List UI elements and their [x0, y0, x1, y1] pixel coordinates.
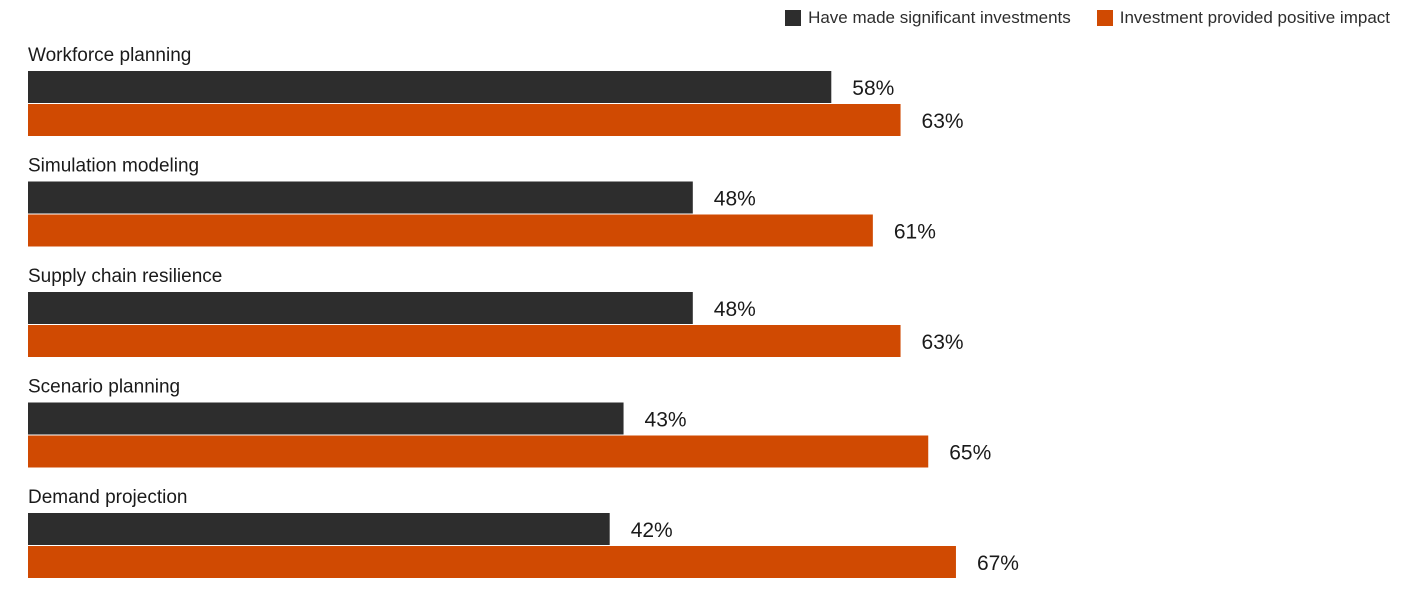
bar-workforce-planning-positive-impact	[28, 104, 901, 136]
category-label-scenario-planning: Scenario planning	[28, 377, 180, 398]
legend-item-positive-impact: Investment provided positive impact	[1096, 8, 1390, 28]
bar-scenario-planning-investments	[28, 402, 624, 435]
legend-swatch-investments	[785, 10, 802, 26]
category-label-simulation-modeling: Simulation modeling	[28, 156, 199, 177]
value-label-supply-chain-resilience-investments: 48%	[714, 298, 756, 321]
category-label-supply-chain-resilience: Supply chain resilience	[28, 266, 222, 287]
legend: Have made significant investments Invest…	[785, 8, 1390, 28]
bar-scenario-planning-positive-impact	[28, 435, 929, 468]
legend-label-positive-impact: Investment provided positive impact	[1119, 8, 1390, 27]
value-label-scenario-planning-positive-impact: 65%	[949, 442, 991, 465]
category-label-demand-projection: Demand projection	[28, 487, 187, 508]
bar-supply-chain-resilience-positive-impact	[28, 325, 901, 357]
value-label-scenario-planning-investments: 43%	[645, 409, 687, 432]
bar-simulation-modeling-investments	[28, 181, 693, 214]
value-label-workforce-planning-positive-impact: 63%	[922, 110, 964, 133]
value-label-demand-projection-investments: 42%	[631, 519, 673, 542]
value-label-workforce-planning-investments: 58%	[852, 77, 894, 100]
value-label-supply-chain-resilience-positive-impact: 63%	[922, 331, 964, 354]
legend-label-investments: Have made significant investments	[808, 8, 1071, 27]
bar-workforce-planning-investments	[28, 71, 832, 103]
bar-simulation-modeling-positive-impact	[28, 214, 873, 247]
value-label-simulation-modeling-investments: 48%	[714, 188, 756, 211]
category-label-workforce-planning: Workforce planning	[28, 45, 191, 66]
bar-demand-projection-positive-impact	[28, 546, 956, 578]
value-label-simulation-modeling-positive-impact: 61%	[894, 221, 936, 244]
legend-item-investments: Have made significant investments	[785, 8, 1071, 28]
value-label-demand-projection-positive-impact: 67%	[977, 552, 1019, 575]
bar-supply-chain-resilience-investments	[28, 292, 693, 324]
bar-demand-projection-investments	[28, 513, 610, 545]
legend-swatch-positive-impact	[1096, 10, 1113, 26]
